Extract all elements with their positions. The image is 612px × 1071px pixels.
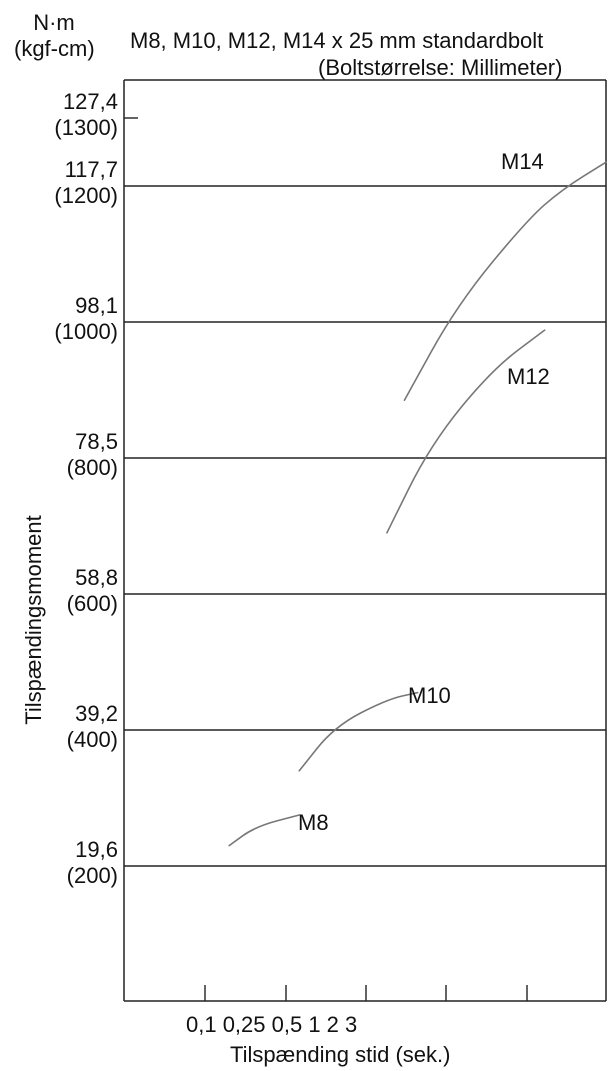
chart-title: M8, M10, M12, M14 x 25 mm standardbolt xyxy=(130,28,544,53)
y-tick-label-kgf-1300: (1300) xyxy=(54,115,118,140)
y-tick-label-nm-1000: 98,1 xyxy=(75,293,118,318)
series-line-m12 xyxy=(386,329,546,534)
y-tick-label-kgf-1200: (1200) xyxy=(54,183,118,208)
y-unit-nm: N·m xyxy=(33,10,75,35)
series-label-m10: M10 xyxy=(408,683,451,708)
x-axis-label: Tilspænding stid (sek.) xyxy=(230,1042,450,1067)
y-tick-label-nm-600: 58,8 xyxy=(75,565,118,590)
series-label-m14: M14 xyxy=(501,149,544,174)
series-line-m14 xyxy=(403,161,607,401)
series-line-m8 xyxy=(228,814,301,847)
y-tick-label-kgf-800: (800) xyxy=(66,455,118,480)
y-tick-label-nm-1300: 127,4 xyxy=(62,89,118,114)
series-label-m8: M8 xyxy=(298,810,329,835)
y-tick-label-nm-400: 39,2 xyxy=(75,701,118,726)
series-label-m12: M12 xyxy=(507,364,550,389)
y-tick-label-nm-800: 78,5 xyxy=(75,429,118,454)
y-tick-label-kgf-200: (200) xyxy=(66,863,118,888)
y-unit-kgf: (kgf-cm) xyxy=(14,36,95,61)
gridlines xyxy=(124,117,606,867)
plot-frame xyxy=(123,79,607,1002)
chart-subtitle: (Boltstørrelse: Millimeter) xyxy=(318,55,563,80)
y-tick-label-kgf-1000: (1000) xyxy=(54,319,118,344)
series-labels: M8 M10 M12 M14 xyxy=(298,149,550,835)
x-ticks xyxy=(204,985,528,1001)
series-lines xyxy=(228,161,607,847)
y-tick-label-kgf-600: (600) xyxy=(66,591,118,616)
x-tick-labels: 0,1 0,25 0,5 1 2 3 xyxy=(186,1012,357,1037)
y-tick-label-kgf-400: (400) xyxy=(66,727,118,752)
y-tick-label-nm-1200: 117,7 xyxy=(64,157,118,182)
y-tick-label-nm-200: 19,6 xyxy=(75,837,118,862)
series-line-m10 xyxy=(298,691,419,772)
